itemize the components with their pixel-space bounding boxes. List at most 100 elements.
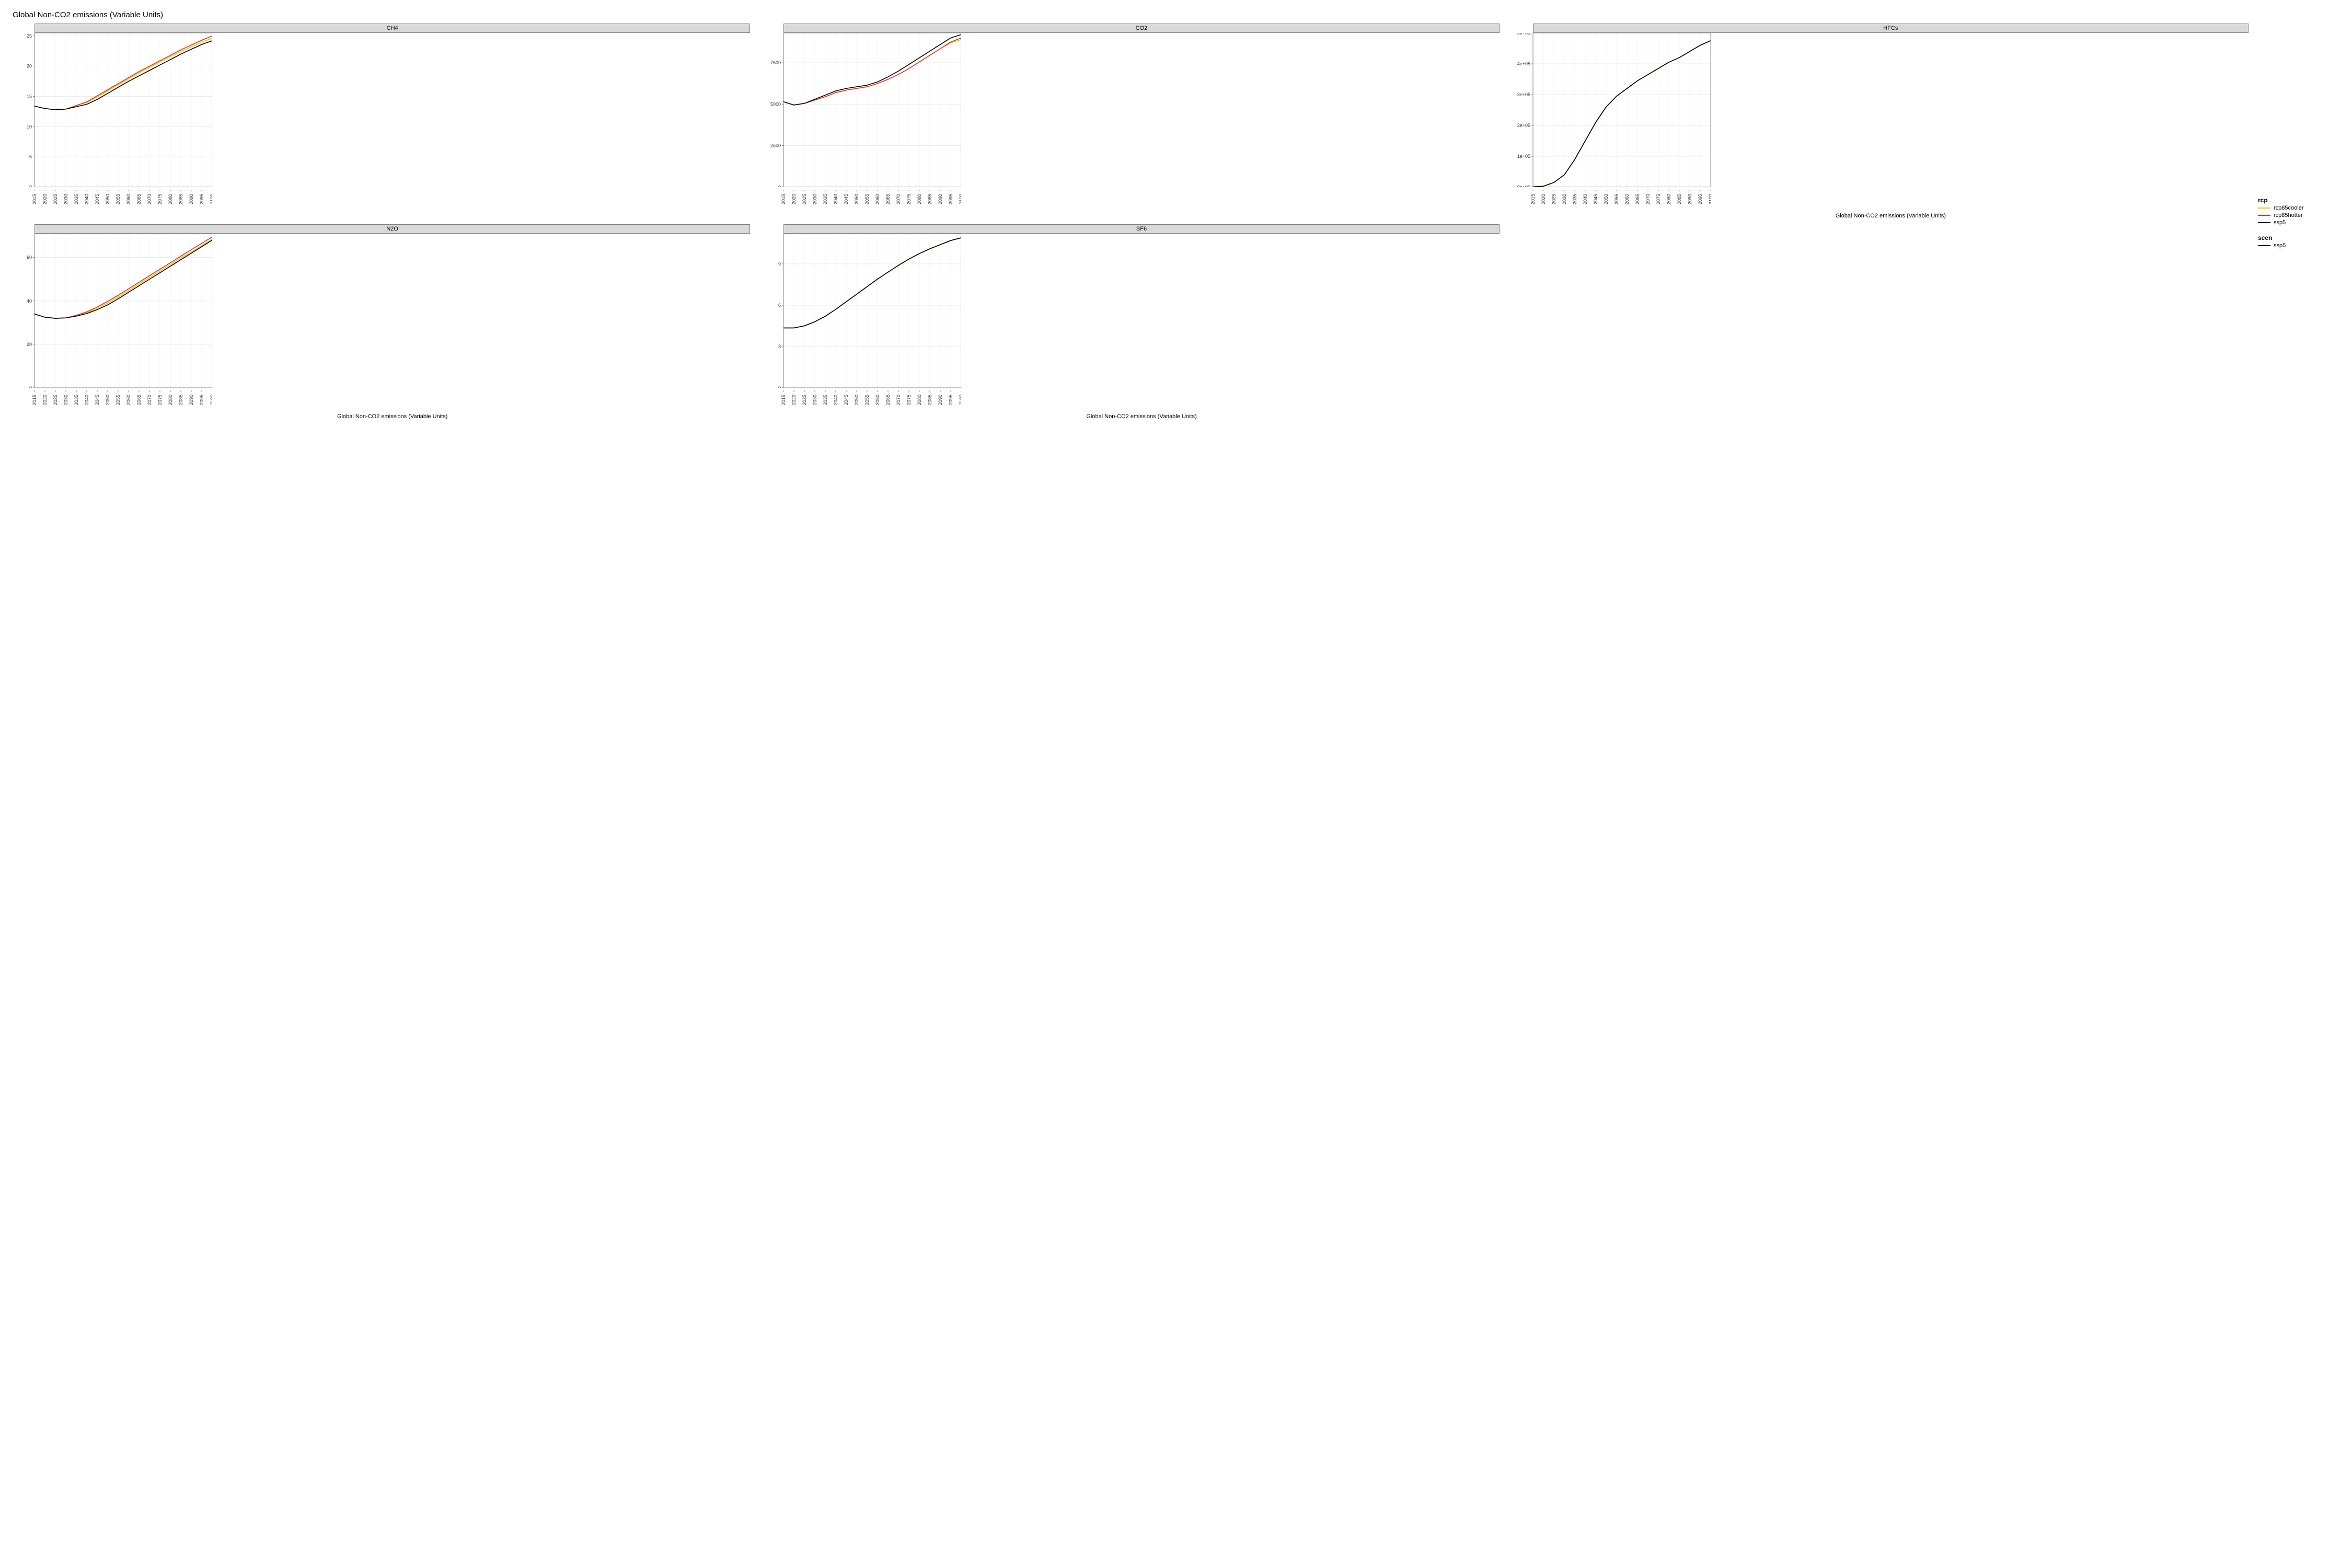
- plot-svg: 0250050007500: [759, 33, 961, 187]
- svg-text:40: 40: [27, 298, 32, 304]
- svg-text:2100: 2100: [959, 194, 961, 204]
- svg-text:0: 0: [29, 185, 32, 187]
- svg-text:2070: 2070: [147, 194, 152, 204]
- svg-text:3: 3: [778, 344, 781, 349]
- svg-text:2030: 2030: [63, 194, 68, 204]
- legend-label: ssp5: [2274, 220, 2286, 226]
- plot-wrap: 0 20 40 60: [10, 234, 750, 390]
- svg-text:2085: 2085: [178, 194, 183, 204]
- svg-text:2030: 2030: [812, 395, 817, 405]
- panel-CH4: CH40510152025201520202025203020352040204…: [10, 24, 750, 212]
- legend-item: rcp85cooler: [2258, 205, 2342, 211]
- legend-label: rcp85cooler: [2274, 205, 2303, 211]
- figure: Global Non-CO2 emissions (Variable Units…: [0, 0, 2352, 430]
- svg-text:2020: 2020: [42, 194, 48, 204]
- x-axis-svg: 2015202020252030203520402045205020552060…: [759, 190, 961, 212]
- legend-label: ssp5: [2274, 243, 2286, 249]
- svg-text:2075: 2075: [906, 395, 912, 405]
- panel-CO2: CO20250050007500201520202025203020352040…: [759, 24, 1499, 212]
- svg-text:2020: 2020: [42, 395, 48, 405]
- plot-svg: 0e+001e+052e+053e+054e+055e+05: [1509, 33, 1711, 187]
- svg-text:2055: 2055: [864, 395, 870, 405]
- svg-text:3e+05: 3e+05: [1517, 92, 1530, 97]
- svg-text:2085: 2085: [927, 194, 932, 204]
- legend-swatch: [2258, 222, 2270, 223]
- svg-text:2030: 2030: [812, 194, 817, 204]
- svg-text:2050: 2050: [854, 194, 859, 204]
- svg-text:0: 0: [29, 385, 32, 388]
- panel-HFCs: HFCs0e+001e+052e+053e+054e+055e+05201520…: [1509, 24, 2249, 219]
- svg-text:2065: 2065: [885, 194, 891, 204]
- svg-text:2075: 2075: [157, 395, 163, 405]
- svg-text:2035: 2035: [823, 194, 828, 204]
- svg-text:4e+05: 4e+05: [1517, 61, 1530, 66]
- svg-text:7500: 7500: [770, 60, 781, 65]
- svg-text:2035: 2035: [823, 395, 828, 405]
- svg-text:2095: 2095: [199, 395, 204, 405]
- svg-text:2055: 2055: [1614, 194, 1619, 204]
- svg-text:20: 20: [27, 64, 32, 69]
- svg-text:2100: 2100: [210, 395, 212, 405]
- svg-text:2080: 2080: [168, 395, 173, 405]
- svg-text:25: 25: [27, 33, 32, 39]
- svg-text:2050: 2050: [854, 395, 859, 405]
- x-axis-label: Global Non-CO2 emissions (Variable Units…: [34, 413, 750, 420]
- svg-text:2020: 2020: [1541, 194, 1546, 204]
- strip-label: CH4: [34, 24, 750, 33]
- svg-text:2090: 2090: [1687, 194, 1692, 204]
- svg-text:0e+00: 0e+00: [1517, 185, 1530, 187]
- svg-text:2080: 2080: [168, 194, 173, 204]
- x-axis-svg: 2015202020252030203520402045205020552060…: [10, 190, 212, 212]
- svg-text:20: 20: [27, 342, 32, 347]
- svg-text:2045: 2045: [95, 194, 100, 204]
- svg-text:2080: 2080: [917, 194, 922, 204]
- svg-text:5: 5: [29, 154, 32, 159]
- svg-text:2095: 2095: [948, 395, 953, 405]
- svg-text:0: 0: [778, 385, 781, 388]
- svg-text:2020: 2020: [791, 194, 797, 204]
- svg-text:2070: 2070: [1645, 194, 1651, 204]
- svg-text:2040: 2040: [833, 194, 838, 204]
- plot-wrap: 0250050007500: [759, 33, 1499, 190]
- svg-text:2040: 2040: [1583, 194, 1588, 204]
- panel-N2O: N2O0204060201520202025203020352040204520…: [10, 224, 750, 420]
- svg-text:2035: 2035: [74, 395, 79, 405]
- svg-text:2025: 2025: [802, 395, 807, 405]
- svg-text:2015: 2015: [32, 194, 37, 204]
- svg-text:2070: 2070: [147, 395, 152, 405]
- svg-text:2065: 2065: [136, 194, 142, 204]
- svg-text:2090: 2090: [189, 395, 194, 405]
- svg-text:2040: 2040: [84, 395, 89, 405]
- svg-text:2015: 2015: [32, 395, 37, 405]
- svg-text:2025: 2025: [53, 395, 58, 405]
- svg-text:2500: 2500: [770, 143, 781, 148]
- svg-text:2035: 2035: [1572, 194, 1577, 204]
- x-axis-label: Global Non-CO2 emissions (Variable Units…: [783, 413, 1499, 420]
- legend-swatch: [2258, 215, 2270, 216]
- panel-SF6: SF60369201520202025203020352040204520502…: [759, 224, 1499, 420]
- svg-text:60: 60: [27, 255, 32, 260]
- svg-text:6: 6: [778, 303, 781, 308]
- x-axis-label: Global Non-CO2 emissions (Variable Units…: [1533, 213, 2249, 219]
- facet-grid: CH40510152025201520202025203020352040204…: [10, 24, 2342, 420]
- legend-scen-items: ssp5: [2258, 243, 2342, 249]
- svg-text:2085: 2085: [178, 395, 183, 405]
- svg-text:10: 10: [27, 124, 32, 129]
- svg-text:2080: 2080: [1666, 194, 1671, 204]
- svg-text:2095: 2095: [199, 194, 204, 204]
- strip-label: N2O: [34, 224, 750, 234]
- svg-text:2095: 2095: [948, 194, 953, 204]
- svg-text:2060: 2060: [875, 395, 880, 405]
- svg-text:2025: 2025: [1551, 194, 1557, 204]
- svg-text:2050: 2050: [105, 395, 110, 405]
- legend-swatch: [2258, 207, 2270, 209]
- svg-text:2065: 2065: [1635, 194, 1640, 204]
- x-axis-svg: 2015202020252030203520402045205020552060…: [10, 390, 212, 412]
- figure-title: Global Non-CO2 emissions (Variable Units…: [13, 10, 2342, 19]
- svg-text:2045: 2045: [844, 194, 849, 204]
- legend-item: ssp5: [2258, 220, 2342, 226]
- svg-text:2100: 2100: [959, 395, 961, 405]
- x-axis-svg: 2015202020252030203520402045205020552060…: [1509, 190, 1711, 212]
- plot-wrap: 0e+001e+052e+053e+054e+055e+05: [1509, 33, 2249, 190]
- svg-text:2025: 2025: [802, 194, 807, 204]
